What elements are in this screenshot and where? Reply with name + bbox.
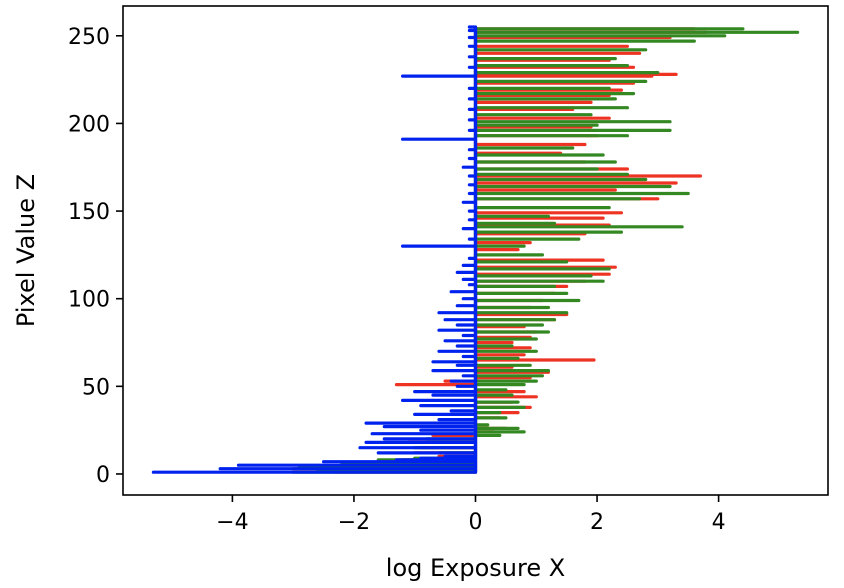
y-tick-label: 50 (82, 375, 110, 400)
x-tick-label: 4 (712, 510, 726, 535)
x-tick-label: 0 (469, 510, 483, 535)
y-tick-label: 150 (68, 200, 110, 225)
y-tick-label: 100 (68, 288, 110, 313)
x-axis-ticks: −4 −2 0 2 4 (216, 495, 726, 535)
y-tick-label: 250 (68, 25, 110, 50)
x-tick-label: 2 (590, 510, 604, 535)
y-tick-label: 200 (68, 112, 110, 137)
y-axis-ticks: 0 50 100 150 200 250 (68, 25, 123, 488)
x-axis-label: log Exposure X (386, 554, 565, 582)
x-tick-label: −4 (216, 510, 248, 535)
x-tick-label: −2 (338, 510, 370, 535)
y-tick-label: 0 (96, 463, 110, 488)
y-axis-label: Pixel Value Z (12, 174, 40, 327)
